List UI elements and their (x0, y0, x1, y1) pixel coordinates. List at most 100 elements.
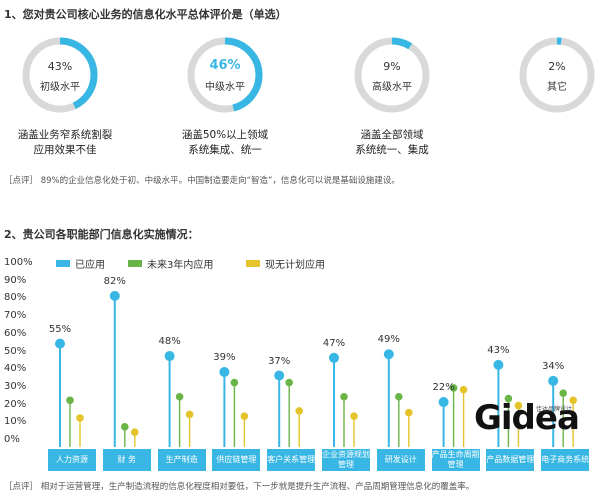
legend-swatch (246, 260, 260, 267)
gidea-logo: Gidea (474, 398, 580, 438)
category-label: 人力资源 (48, 449, 96, 471)
lollipop-point (514, 401, 523, 410)
data-label: 43% (487, 344, 510, 356)
lollipop-point (219, 366, 230, 377)
y-tick-label: 10% (4, 416, 27, 428)
category-label: 客户关系管理 (267, 449, 316, 471)
category-label: 产品生命周期管理 (431, 449, 480, 471)
legend-label: 已应用 (75, 260, 105, 271)
legend-label: 现无计划应用 (265, 260, 325, 271)
desc-line: 系统统一、集成 (355, 144, 429, 156)
y-tick-label: 20% (4, 398, 27, 410)
donut-label: 其它 (547, 82, 567, 93)
lollipop-point (240, 412, 249, 421)
donut-chart-beginner: 43% 初级水平 (15, 30, 105, 120)
desc-line: 涵盖全部领域 (360, 129, 424, 141)
donut-ring (22, 37, 98, 113)
lollipop-point (175, 392, 184, 401)
donut-label: 初级水平 (40, 82, 80, 93)
y-tick-label: 30% (4, 380, 27, 392)
lollipop-point (76, 414, 84, 422)
y-tick-label: 90% (4, 274, 27, 286)
data-label: 34% (542, 360, 565, 372)
data-label: 47% (322, 337, 346, 349)
section1-comment: ［点评］ 89%的企业信息化处于初、中级水平。中国制造要走向“智造”，信息化可以… (4, 176, 400, 186)
legend-swatch (128, 260, 142, 267)
y-tick-label: 60% (4, 327, 27, 339)
section1-title: 1、您对贵公司核心业务的信息化水平总体评价是（单选） (4, 8, 287, 21)
y-tick-label: 0% (4, 434, 20, 445)
donut-arc (22, 37, 98, 113)
lollipop-point (504, 394, 513, 403)
data-label: 55% (48, 323, 72, 335)
lollipop-point (164, 351, 175, 362)
section2-comment: ［点评］ 相对于运营管理，生产制造流程的信息化程度相对要低，下一步就是提升生产流… (4, 482, 475, 492)
lollipop-point (449, 384, 458, 392)
legend-next3: 未来3年内应用 (128, 256, 213, 271)
donut-percent: 2% (548, 60, 566, 73)
lollipop-point (569, 396, 577, 405)
donut-ring (519, 37, 595, 113)
donut-chart-other: 2% 其它 (512, 30, 599, 120)
legend-swatch (56, 260, 70, 267)
data-label: 39% (213, 351, 236, 363)
desc-line: 系统集成、统一 (188, 144, 262, 156)
y-tick-label: 40% (4, 363, 27, 375)
lollipop-point (340, 392, 348, 401)
data-label: 48% (158, 336, 181, 348)
lollipop-point (295, 407, 304, 415)
data-label: 82% (103, 275, 126, 287)
category-label: 财 务 (102, 449, 151, 471)
donut-arc (354, 37, 430, 113)
category-label: 电子商务系统 (541, 449, 590, 471)
section2-title: 2、贵公司各职能部门信息化实施情况： (4, 228, 199, 241)
y-tick-label: 100% (4, 257, 33, 268)
donut-percent: 43% (47, 60, 73, 73)
lollipop-point (459, 385, 468, 394)
donut-percent: 9% (383, 60, 401, 73)
lollipop-point (131, 428, 139, 436)
legend-none: 现无计划应用 (246, 256, 325, 271)
lollipop-point (395, 392, 403, 401)
lollipop-point (230, 378, 239, 387)
legend-applied: 已应用 (56, 256, 105, 271)
data-label: 22% (432, 382, 455, 394)
donut-desc-intermediate: 涵盖50%以上领域 系统集成、统一 (160, 128, 290, 158)
donut-arc (187, 37, 263, 113)
donut-chart-intermediate: 46% 中级水平 (180, 30, 270, 120)
donut-desc-beginner: 涵盖业务窄系统割裂 应用效果不佳 (0, 128, 130, 158)
category-label: 产品数据管理 (486, 449, 535, 471)
lollipop-point (548, 375, 559, 386)
lollipop-point (405, 408, 413, 417)
category-label: 研发设计 (376, 449, 425, 471)
data-label: 49% (377, 334, 400, 346)
lollipop-point (329, 352, 339, 363)
lollipop-point (274, 370, 285, 381)
lollipop-point (350, 412, 358, 421)
lollipop-point (55, 338, 65, 349)
lollipop-point (285, 378, 294, 387)
lollipop-point (493, 359, 504, 370)
donut-percent: 46% (209, 58, 241, 73)
donut-arc (519, 37, 595, 113)
desc-line: 涵盖50%以上领域 (181, 129, 269, 141)
donut-label: 高级水平 (372, 82, 412, 93)
donut-desc-advanced: 涵盖全部领域 系统统一、集成 (327, 128, 457, 158)
category-label: 供应链管理 (212, 449, 261, 471)
lollipop-point (383, 349, 394, 360)
lollipop-point (185, 410, 194, 419)
lollipop-point (66, 396, 74, 405)
category-label: 企业资源规划管理 (322, 449, 370, 471)
donut-label: 中级水平 (205, 82, 245, 93)
y-tick-label: 80% (4, 292, 27, 304)
donut-ring (187, 37, 263, 113)
lollipop-point (121, 423, 129, 431)
donut-chart-advanced: 9% 高级水平 (347, 30, 437, 120)
y-tick-label: 70% (4, 310, 27, 322)
lollipop-point (438, 397, 449, 408)
category-label: 生产制造 (157, 449, 206, 471)
desc-line: 涵盖业务窄系统割裂 (17, 129, 113, 141)
y-tick-label: 50% (4, 345, 27, 357)
data-label: 37% (268, 355, 291, 367)
